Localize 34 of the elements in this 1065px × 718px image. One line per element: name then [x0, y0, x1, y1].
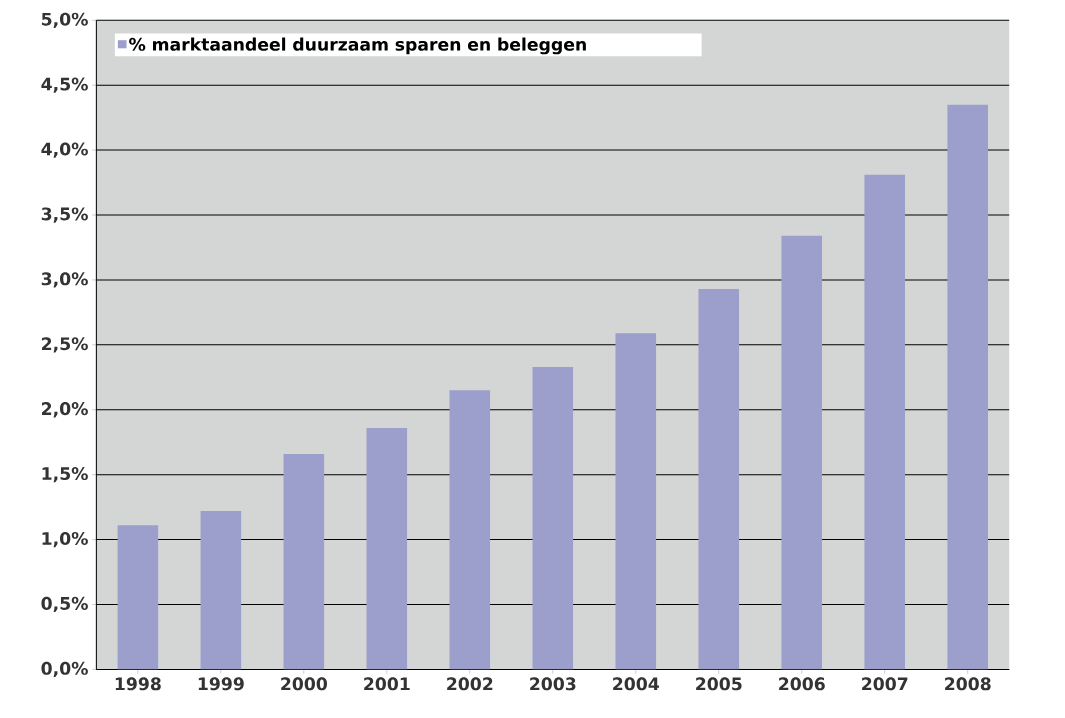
- bar: [366, 427, 408, 670]
- y-tick-label: 2,0%: [42, 402, 88, 418]
- x-tick-label: 2002: [447, 677, 493, 691]
- y-tick-label: 3,0%: [41, 272, 88, 288]
- y-tick-label: 1,0%: [42, 531, 88, 548]
- x-tick-label: 2004: [613, 677, 659, 691]
- x-tick-label: 1998: [115, 677, 161, 691]
- x-tick-label: 2008: [945, 677, 991, 691]
- bar: [864, 174, 906, 670]
- legend-label: % marktaandeel duurzaam sparen en beleggen: [129, 37, 586, 55]
- bar: [532, 366, 574, 670]
- x-tick-label: 2007: [862, 677, 908, 691]
- bar: [117, 525, 159, 670]
- bar: [283, 453, 325, 670]
- y-tick-label: 4,5%: [41, 77, 88, 93]
- y-tick-label: 1,5%: [42, 466, 88, 483]
- bar: [449, 390, 491, 670]
- y-tick-label: 3,5%: [41, 207, 88, 223]
- bar: [947, 104, 988, 670]
- bar: [615, 333, 657, 670]
- x-tick-label: 2006: [779, 677, 825, 691]
- y-tick-label: 2,5%: [42, 337, 88, 353]
- x-tick-label: 2003: [530, 677, 576, 691]
- y-tick-label: 0,0%: [41, 661, 88, 677]
- bar: [781, 235, 823, 670]
- bar: [698, 288, 740, 670]
- bar: [200, 510, 242, 670]
- x-tick-label: 2000: [281, 677, 327, 691]
- x-tick-label: 2005: [696, 677, 742, 691]
- y-tick-label: 4,0%: [41, 142, 88, 158]
- y-tick-label: 5,0%: [41, 12, 88, 28]
- x-tick-label: 2001: [364, 677, 410, 691]
- x-tick-label: 1999: [198, 677, 244, 691]
- y-tick-label: 0,5%: [41, 596, 88, 613]
